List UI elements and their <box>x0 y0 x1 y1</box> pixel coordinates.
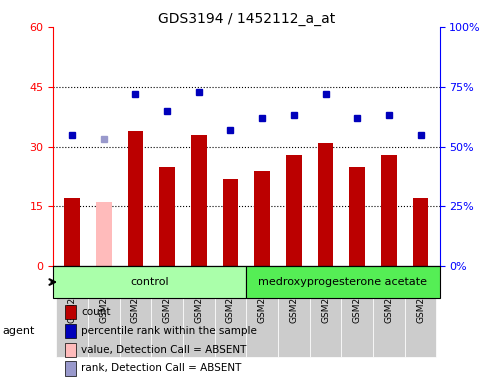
Bar <box>318 142 333 266</box>
Text: rank, Detection Call = ABSENT: rank, Detection Call = ABSENT <box>81 364 242 374</box>
Text: medroxyprogesterone acetate: medroxyprogesterone acetate <box>258 277 427 287</box>
Bar <box>373 266 405 358</box>
Title: GDS3194 / 1452112_a_at: GDS3194 / 1452112_a_at <box>158 12 335 26</box>
Text: GSM262680: GSM262680 <box>384 269 393 323</box>
Text: GSM262685: GSM262685 <box>163 269 171 323</box>
Text: GSM262679: GSM262679 <box>353 269 362 323</box>
Bar <box>349 167 365 266</box>
Bar <box>254 170 270 266</box>
Text: agent: agent <box>2 326 35 336</box>
Bar <box>405 266 436 358</box>
Bar <box>65 343 75 357</box>
Bar <box>310 266 341 358</box>
Text: GSM262686: GSM262686 <box>194 269 203 323</box>
Text: GSM262677: GSM262677 <box>289 269 298 323</box>
Text: count: count <box>81 307 111 317</box>
Bar <box>88 266 120 358</box>
Bar <box>65 361 75 376</box>
Bar <box>278 266 310 358</box>
Bar <box>412 199 428 266</box>
Bar <box>159 167 175 266</box>
Bar <box>53 266 246 298</box>
Text: value, Detection Call = ABSENT: value, Detection Call = ABSENT <box>81 344 247 354</box>
Bar <box>381 155 397 266</box>
Bar <box>341 266 373 358</box>
Bar <box>183 266 214 358</box>
Bar <box>246 266 440 298</box>
Text: control: control <box>130 277 169 287</box>
Bar <box>214 266 246 358</box>
Bar <box>191 135 207 266</box>
Bar <box>65 305 75 319</box>
Text: percentile rank within the sample: percentile rank within the sample <box>81 326 257 336</box>
Text: GSM262678: GSM262678 <box>321 269 330 323</box>
Text: GSM262684: GSM262684 <box>131 269 140 323</box>
Text: GSM262676: GSM262676 <box>257 269 267 323</box>
Bar <box>120 266 151 358</box>
Bar <box>286 155 302 266</box>
Bar <box>128 131 143 266</box>
Bar <box>246 266 278 358</box>
Bar <box>223 179 239 266</box>
Text: GSM262683: GSM262683 <box>99 269 108 323</box>
Text: GSM262681: GSM262681 <box>416 269 425 323</box>
Text: GSM262687: GSM262687 <box>226 269 235 323</box>
Bar <box>57 266 88 358</box>
Bar <box>151 266 183 358</box>
Text: GSM262682: GSM262682 <box>68 269 77 323</box>
Bar <box>65 324 75 338</box>
Bar <box>64 199 80 266</box>
Bar <box>96 202 112 266</box>
